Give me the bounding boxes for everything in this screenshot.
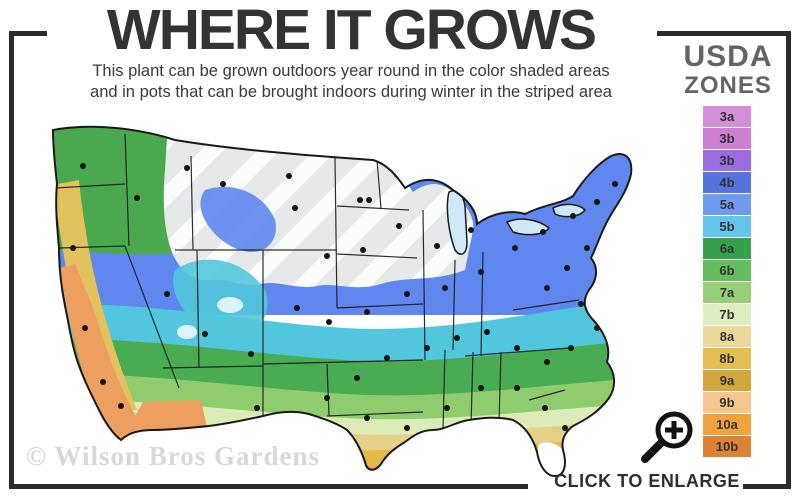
zone-swatch-10a: 10a (703, 414, 751, 435)
city-dots (58, 126, 618, 447)
click-to-enlarge-label[interactable]: CLICK TO ENLARGE (554, 471, 740, 491)
usda-label: USDA (683, 40, 773, 73)
header: WHERE IT GROWS This plant can be grown o… (10, 0, 692, 102)
subtitle-line-2: and in pots that can be brought indoors … (90, 83, 612, 101)
zone-swatch-3a: 3a (703, 106, 751, 127)
zone-swatch-8b: 8b (703, 348, 751, 369)
map-patch-snow-2 (177, 325, 197, 339)
map-patch-rockies-cyan (173, 259, 268, 337)
magnifier-zoom-icon[interactable] (636, 406, 706, 464)
zone-swatch-5a: 5a (703, 194, 751, 215)
frame-line-bottom-right (743, 484, 791, 489)
page-title: WHERE IT GROWS (106, 0, 597, 62)
click-to-enlarge[interactable]: CLICK TO ENLARGE (538, 406, 756, 492)
frame-line-bottom (9, 484, 528, 489)
subtitle-line-1: This plant can be grown outdoors year ro… (92, 62, 610, 80)
zone-swatch-9b: 9b (703, 392, 751, 413)
zone-swatch-10b: 10b (703, 436, 751, 457)
state-borders (54, 133, 580, 431)
zone-swatch-5b: 5b (703, 216, 751, 237)
zone-swatch-6a: 6a (703, 238, 751, 259)
zone-legend-list: 3a 3b 3b 4b 5a 5b 6a 6b 7a 7b 8a 8b 9a 9b 10a 10b (703, 106, 751, 458)
frame-line-right (786, 31, 791, 489)
map-patch-south-florida (538, 442, 566, 477)
zone-swatch-3b: 3b (703, 150, 751, 171)
map-patch-rockies-blue (200, 186, 276, 252)
frame-line-top-right (657, 31, 791, 36)
zone-swatch-3b: 3b (703, 128, 751, 149)
zone-swatch-9a: 9a (703, 370, 751, 391)
zone-swatch-4b: 4b (703, 172, 751, 193)
us-outline (51, 125, 633, 478)
map-patch-coast-gold (53, 180, 137, 410)
map-patch-snow-1 (217, 297, 243, 313)
watermark: © Wilson Bros Gardens (26, 441, 320, 471)
zone-swatch-6b: 6b (703, 260, 751, 281)
usda-zones-map (25, 100, 655, 480)
usda-zones-heading: USDA ZONES (670, 42, 786, 98)
map-patch-coast-orange (59, 264, 145, 440)
frame-line-top-left (9, 31, 47, 36)
frame-line-left (9, 31, 14, 489)
zone-swatch-7b: 7b (703, 304, 751, 325)
zone-swatch-7a: 7a (703, 282, 751, 303)
zones-label: ZONES (684, 72, 772, 99)
zone-swatch-8a: 8a (703, 326, 751, 347)
